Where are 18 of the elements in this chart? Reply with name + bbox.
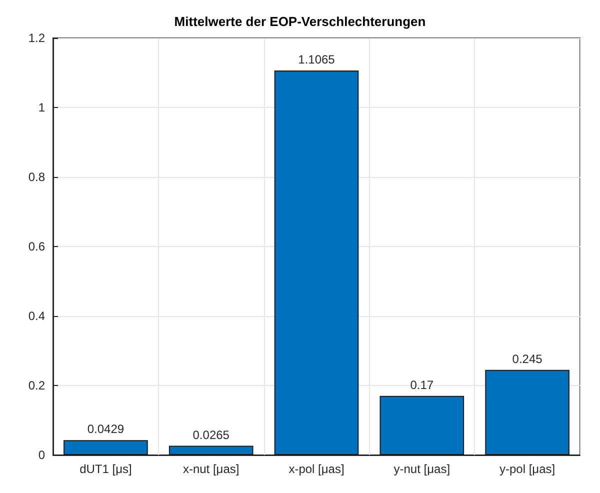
data-label: 1.1065 <box>298 52 336 66</box>
x-tick-label: x-nut [μas] <box>182 462 240 476</box>
chart-title: Mittelwerte der EOP-Verschlechterungen <box>174 14 426 29</box>
y-tick-label: 0.6 <box>28 240 46 254</box>
y-tick-label: 0.8 <box>28 170 46 184</box>
data-label: 0.17 <box>410 378 434 392</box>
x-tick-label: x-pol [μas] <box>288 462 344 476</box>
data-label: 0.0429 <box>87 422 124 436</box>
x-tick-label: y-pol [μas] <box>499 462 556 476</box>
y-tick-label: 1.2 <box>28 31 46 45</box>
y-tick-label: 0.4 <box>28 309 46 323</box>
data-label: 0.245 <box>512 352 543 366</box>
x-tick-label: y-nut [μas] <box>394 462 450 476</box>
y-tick-label: 1 <box>38 100 46 114</box>
y-tick-label: 0.2 <box>28 378 46 392</box>
y-tick-label: 0 <box>38 448 46 462</box>
data-label: 0.0265 <box>192 428 230 442</box>
x-tick-label: dUT1 [μs] <box>80 462 132 476</box>
